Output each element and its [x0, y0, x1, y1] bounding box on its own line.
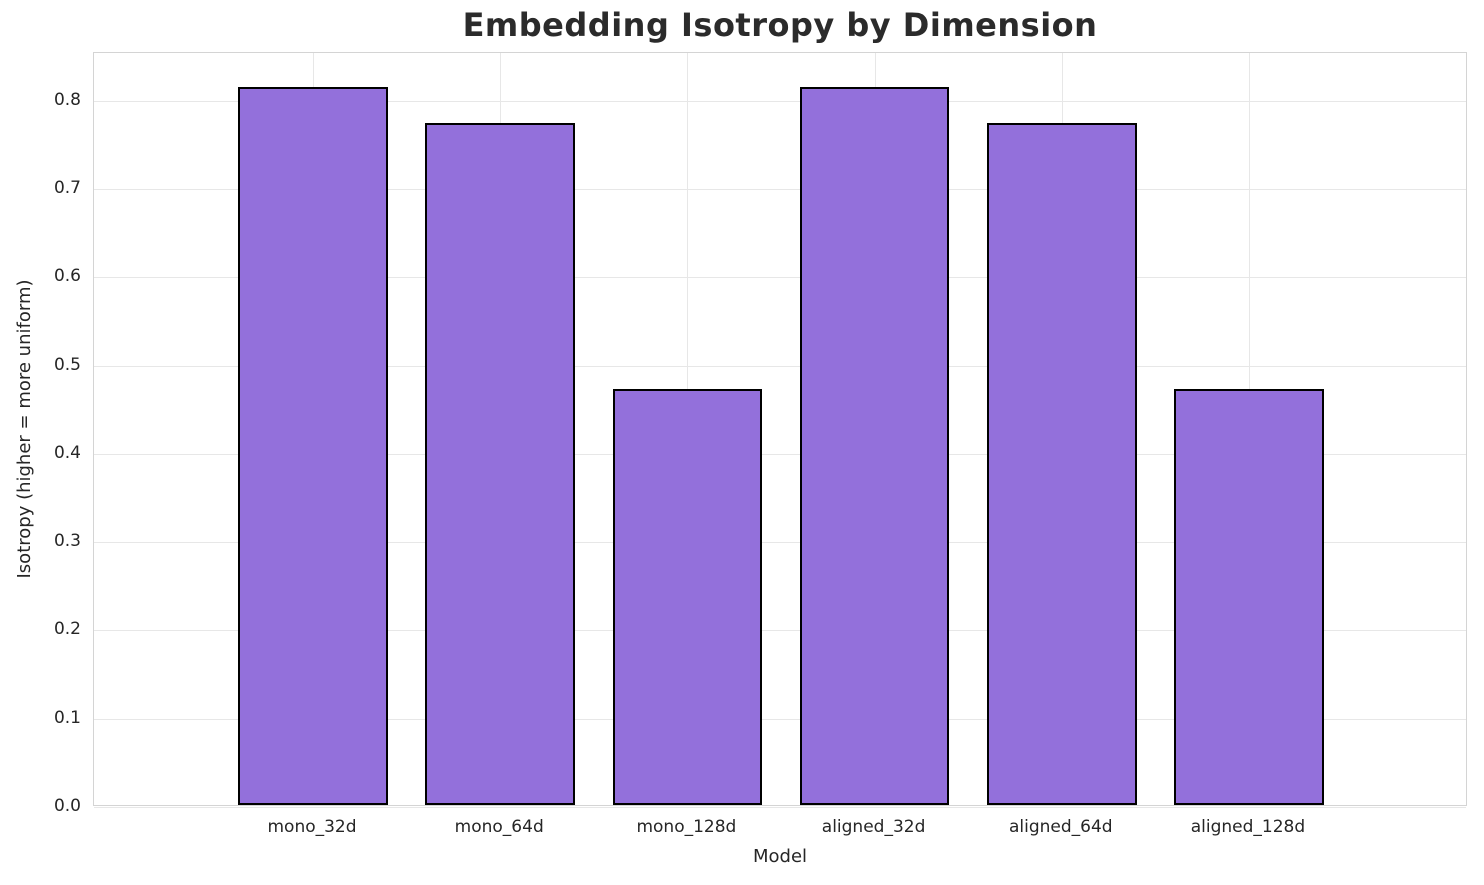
ytick-label-0.3: 0.3 — [53, 531, 81, 552]
gridline-y-0.4 — [94, 453, 1466, 455]
bar-mono_64d — [425, 123, 576, 805]
gridline-y-0.0 — [94, 807, 1466, 808]
xtick-label-mono_128d: mono_128d — [636, 817, 737, 837]
ytick-label-0.1: 0.1 — [53, 707, 81, 728]
y-axis-title-text: Isotropy (higher = more uniform) — [14, 279, 35, 579]
gridline-y-0.1 — [94, 718, 1466, 720]
ytick-label-0.6: 0.6 — [53, 266, 81, 287]
gridline-y-0.6 — [94, 277, 1466, 279]
gridline-y-0.5 — [94, 365, 1466, 367]
xtick-label-aligned_32d: aligned_32d — [821, 817, 926, 837]
bar-aligned_64d — [986, 123, 1137, 805]
ytick-label-0.0: 0.0 — [53, 796, 81, 816]
xtick-label-mono_32d: mono_32d — [267, 817, 357, 837]
ytick-label-0.8: 0.8 — [53, 89, 81, 110]
ytick-label-0.2: 0.2 — [53, 619, 81, 640]
gridline-y-0.3 — [94, 542, 1466, 544]
chart-title: Embedding Isotropy by Dimension — [462, 6, 1098, 44]
xtick-label-mono_64d: mono_64d — [454, 817, 544, 837]
x-axis-title: Model — [752, 846, 808, 867]
plot-area — [93, 52, 1467, 808]
bar-mono_128d — [612, 389, 763, 805]
gridline-y-0.7 — [94, 188, 1466, 190]
ytick-label-0.7: 0.7 — [53, 177, 81, 198]
xtick-label-aligned_64d: aligned_64d — [1008, 817, 1113, 837]
ytick-label-0.5: 0.5 — [53, 354, 81, 375]
ytick-label-0.4: 0.4 — [53, 442, 81, 463]
xtick-label-aligned_128d: aligned_128d — [1190, 817, 1306, 837]
bar-aligned_32d — [799, 87, 950, 805]
bar-mono_32d — [238, 87, 388, 805]
bar-aligned_128d — [1174, 389, 1324, 805]
gridline-y-0.2 — [94, 630, 1466, 632]
gridline-y-0.8 — [94, 100, 1466, 102]
